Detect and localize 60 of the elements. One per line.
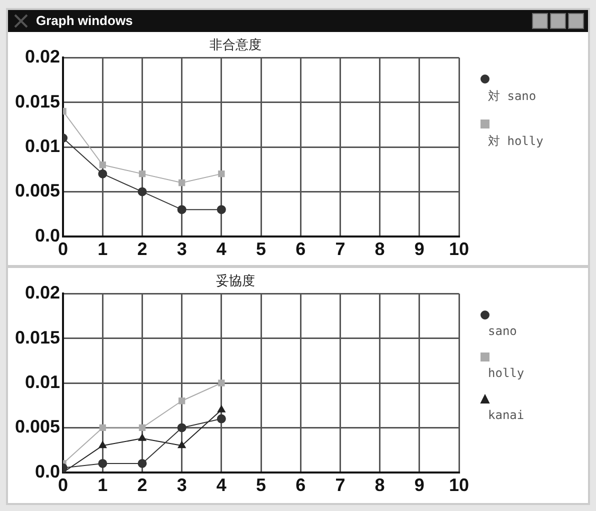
- chart-title: 非合意度: [210, 37, 262, 54]
- y-tick-label: 0.02: [24, 46, 60, 67]
- point: [138, 187, 147, 196]
- y-tick-label: 0.01: [24, 372, 60, 392]
- point: [138, 424, 146, 432]
- point: [99, 162, 106, 168]
- point: [98, 169, 108, 178]
- point: [217, 405, 226, 412]
- x-tick-label: 8: [374, 239, 385, 260]
- x-tick-label: 2: [137, 239, 148, 260]
- point: [138, 434, 146, 441]
- point: [218, 380, 225, 386]
- x-tick-label: 4: [216, 475, 226, 496]
- point: [178, 179, 186, 186]
- y-tick-label: 0.0: [35, 461, 60, 482]
- x-tick-label: 5: [256, 475, 266, 496]
- point: [216, 414, 226, 424]
- x-tick-label: 6: [296, 475, 306, 496]
- point: [178, 398, 186, 404]
- point: [98, 441, 107, 448]
- legend-label: holly: [487, 366, 524, 380]
- x-tick-label: 4: [216, 239, 226, 260]
- x-tick-label: 10: [448, 475, 470, 496]
- point: [177, 423, 186, 432]
- point: [216, 205, 226, 214]
- x-tick-label: 7: [335, 239, 346, 260]
- legend-label: sano: [487, 324, 518, 338]
- y-tick-label: 0.005: [14, 416, 60, 437]
- x-tick-label: 1: [98, 239, 108, 260]
- legend-label: kanai: [487, 408, 524, 422]
- chart-title: 妥協度: [216, 273, 255, 290]
- point: [138, 458, 147, 468]
- x-tick-label: 10: [448, 239, 470, 260]
- x-tick-label: 5: [256, 239, 266, 260]
- x-tick-label: 2: [137, 475, 148, 496]
- y-tick-label: 0.015: [14, 91, 60, 112]
- point: [177, 205, 186, 214]
- point: [218, 170, 225, 178]
- text: Graph windows: [36, 13, 133, 28]
- x-tick-label: 9: [414, 239, 424, 260]
- x-tick-label: 9: [414, 475, 424, 496]
- y-tick-label: 0.015: [14, 327, 60, 348]
- point: [178, 441, 186, 448]
- x-tick-label: 7: [335, 475, 346, 496]
- point: [99, 424, 106, 432]
- point: [138, 170, 146, 178]
- x-tick-label: 0: [58, 475, 68, 496]
- y-tick-label: 0.01: [24, 136, 60, 156]
- y-tick-label: 0.0: [35, 225, 60, 246]
- legend-label: 対 holly: [487, 133, 544, 150]
- x-tick-label: 0: [58, 239, 68, 260]
- x-tick-label: 1: [98, 475, 108, 496]
- x-tick-label: 3: [176, 239, 187, 260]
- y-tick-label: 0.02: [24, 282, 60, 303]
- point: [98, 458, 108, 468]
- x-tick-label: 8: [374, 475, 385, 496]
- y-tick-label: 0.005: [14, 180, 60, 201]
- x-tick-label: 6: [296, 239, 306, 260]
- x-tick-label: 3: [176, 475, 187, 496]
- legend-label: 対 sano: [487, 88, 538, 105]
